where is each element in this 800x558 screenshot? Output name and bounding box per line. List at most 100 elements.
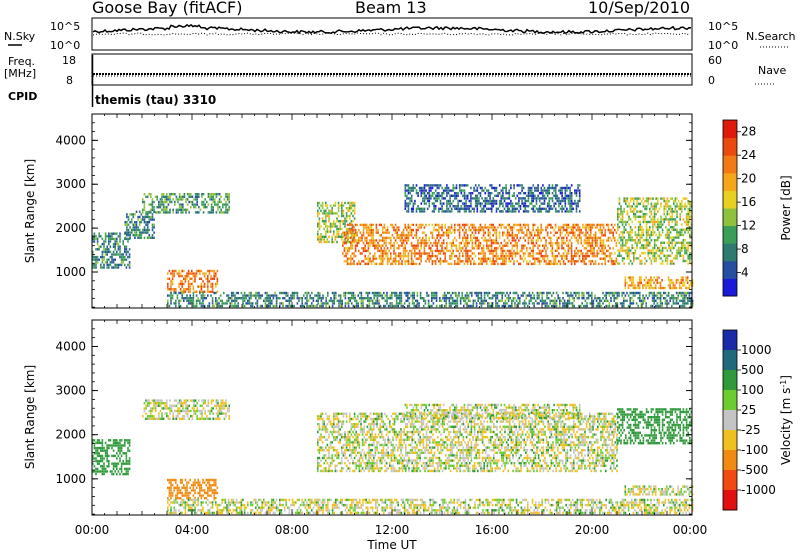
data-cell	[212, 302, 214, 304]
data-cell	[336, 233, 338, 235]
data-cell	[475, 226, 477, 228]
data-cell	[247, 302, 249, 304]
data-cell	[539, 232, 541, 234]
data-cell	[667, 242, 669, 244]
data-cell	[478, 226, 480, 228]
data-cell	[127, 251, 129, 253]
data-cell	[473, 247, 475, 249]
data-cell	[547, 202, 549, 204]
data-cell	[257, 294, 259, 296]
data-cell	[398, 226, 400, 228]
data-cell	[531, 263, 533, 265]
data-cell	[649, 257, 651, 259]
data-cell	[108, 235, 110, 237]
data-cell	[516, 260, 518, 262]
data-cell	[509, 305, 511, 307]
data-cell	[585, 258, 587, 260]
data-cell	[687, 208, 689, 210]
data-cell	[340, 300, 342, 302]
data-cell	[372, 234, 374, 236]
data-cell	[492, 234, 494, 236]
data-cell	[623, 236, 625, 238]
data-cell	[405, 187, 407, 189]
data-cell	[416, 208, 418, 210]
data-cell	[500, 255, 502, 257]
data-cell	[596, 237, 598, 239]
data-cell	[496, 258, 498, 260]
data-cell	[679, 208, 681, 210]
data-cell	[541, 297, 543, 299]
data-cell	[546, 302, 548, 304]
data-cell	[178, 272, 180, 274]
data-cell	[473, 260, 475, 262]
data-cell	[381, 297, 383, 299]
data-cell	[539, 197, 541, 199]
data-cell	[639, 297, 641, 299]
data-cell	[285, 305, 287, 307]
data-cell	[407, 300, 409, 302]
data-cell	[139, 224, 141, 226]
data-cell	[194, 305, 196, 307]
data-cell	[435, 208, 437, 210]
data-cell	[424, 208, 426, 210]
data-cell	[216, 193, 218, 195]
data-cell	[683, 242, 685, 244]
data-cell	[435, 260, 437, 262]
data-cell	[510, 250, 512, 252]
data-cell	[521, 232, 523, 234]
data-cell	[382, 232, 384, 234]
data-cell	[645, 276, 647, 278]
data-cell	[592, 226, 594, 228]
data-cell	[577, 184, 579, 186]
data-cell	[136, 231, 138, 233]
data-cell	[432, 252, 434, 254]
data-cell	[133, 224, 135, 226]
data-cell	[467, 234, 469, 236]
data-cell	[214, 203, 216, 205]
data-cell	[579, 189, 581, 191]
data-cell	[345, 255, 347, 257]
data-cell	[436, 294, 438, 296]
data-cell	[441, 229, 443, 231]
data-cell	[505, 245, 507, 247]
data-cell	[619, 252, 621, 254]
data-cell	[568, 202, 570, 204]
data-cell	[384, 232, 386, 234]
data-cell	[472, 245, 474, 247]
data-cell	[301, 305, 303, 307]
data-cell	[676, 255, 678, 257]
data-cell	[353, 252, 355, 254]
data-cell	[662, 252, 664, 254]
data-cell	[627, 210, 629, 212]
data-cell	[440, 263, 442, 265]
data-cell	[139, 231, 141, 233]
data-cell	[555, 210, 557, 212]
data-cell	[435, 200, 437, 202]
data-cell	[577, 189, 579, 191]
data-cell	[465, 250, 467, 252]
data-cell	[643, 197, 645, 199]
data-cell	[577, 226, 579, 228]
data-cell	[152, 224, 154, 226]
data-cell	[332, 292, 334, 294]
data-cell	[185, 280, 187, 282]
nsky-tick-high: 10^5	[50, 20, 80, 33]
data-cell	[397, 305, 399, 307]
data-cell	[663, 297, 665, 299]
data-cell	[501, 292, 503, 294]
data-cell	[433, 192, 435, 194]
data-cell	[122, 253, 124, 255]
data-cell	[545, 302, 547, 304]
data-cell	[553, 195, 555, 197]
data-cell	[633, 302, 635, 304]
data-cell	[683, 197, 685, 199]
data-cell	[384, 239, 386, 241]
data-cell	[516, 237, 518, 239]
data-cell	[646, 200, 648, 202]
data-cell	[355, 232, 357, 234]
data-cell	[454, 237, 456, 239]
data-cell	[495, 292, 497, 294]
data-cell	[631, 262, 633, 264]
data-cell	[593, 252, 595, 254]
data-cell	[639, 279, 641, 281]
